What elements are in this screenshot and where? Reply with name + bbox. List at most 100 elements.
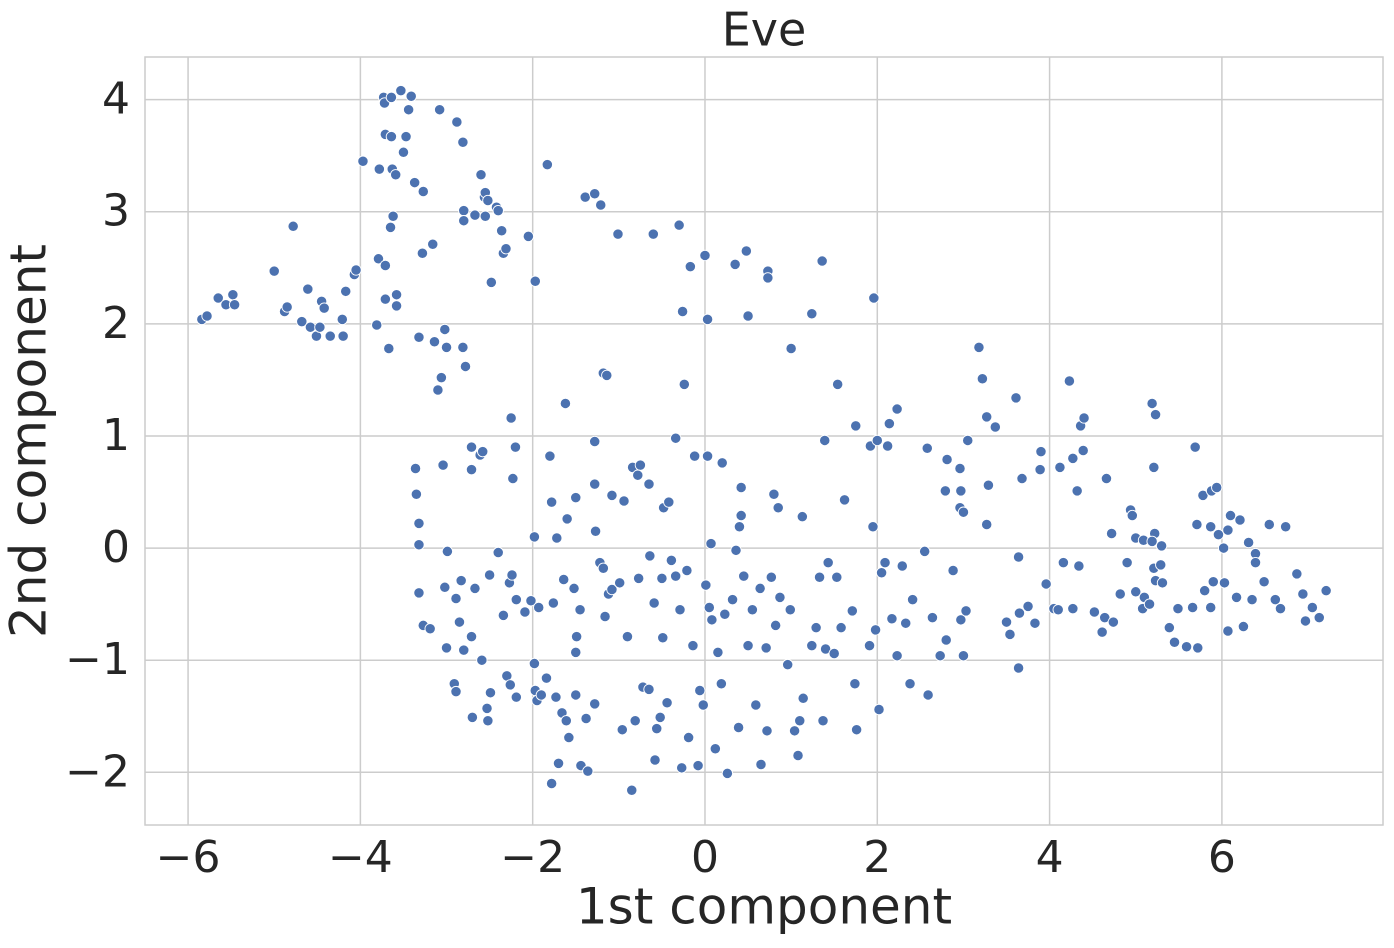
point [1107, 616, 1119, 628]
point [891, 650, 903, 662]
point [1146, 397, 1158, 410]
point [579, 191, 591, 203]
point [371, 319, 383, 331]
point [769, 619, 782, 632]
point [754, 582, 766, 595]
point [621, 630, 634, 643]
point [500, 243, 512, 255]
point [302, 283, 314, 295]
point [570, 491, 582, 504]
point [1297, 588, 1309, 600]
point [1269, 593, 1281, 606]
point [960, 605, 972, 617]
point [1067, 452, 1079, 465]
point [541, 158, 553, 171]
point [410, 488, 423, 500]
point [385, 91, 398, 104]
point [522, 230, 535, 243]
point [458, 644, 470, 656]
point [595, 199, 607, 211]
point [1004, 628, 1016, 641]
point [547, 597, 560, 609]
point [458, 204, 470, 217]
point [435, 372, 448, 384]
point [457, 136, 469, 148]
point [413, 539, 425, 551]
point [314, 321, 326, 333]
point [440, 642, 453, 654]
point [385, 130, 398, 143]
point [919, 545, 931, 558]
point [670, 570, 682, 582]
point [390, 169, 402, 181]
point [1180, 641, 1193, 653]
point [336, 313, 348, 326]
point [701, 313, 714, 326]
point [921, 442, 933, 454]
point [439, 323, 451, 336]
point [492, 204, 504, 217]
point [875, 567, 888, 579]
point [606, 583, 618, 596]
point [886, 613, 898, 625]
point [947, 564, 959, 577]
point [1130, 586, 1142, 598]
point [868, 292, 880, 304]
point [850, 724, 863, 736]
point [1126, 509, 1138, 522]
point [1057, 556, 1070, 569]
point [762, 272, 774, 284]
point [871, 434, 883, 447]
point [350, 264, 362, 276]
point [688, 450, 701, 462]
point [726, 593, 739, 606]
point [719, 608, 731, 620]
point [570, 646, 582, 658]
point [268, 265, 280, 277]
point [535, 689, 547, 701]
point [1077, 444, 1089, 457]
point [863, 639, 876, 652]
point [670, 432, 682, 444]
point [1012, 551, 1025, 563]
point [387, 210, 399, 222]
point [941, 453, 953, 466]
point [832, 378, 844, 391]
point [785, 342, 797, 355]
point [413, 587, 425, 599]
point [597, 562, 609, 574]
point [1237, 620, 1250, 633]
point [694, 684, 706, 697]
point [601, 369, 613, 382]
point [528, 657, 541, 670]
point [437, 459, 449, 471]
point [1067, 602, 1079, 615]
point [649, 754, 661, 766]
point [643, 683, 655, 695]
point [954, 462, 966, 475]
point [1143, 598, 1156, 610]
point [1013, 607, 1026, 619]
point [465, 463, 478, 476]
point [340, 285, 352, 297]
point [1035, 446, 1047, 458]
point [1205, 521, 1217, 533]
point [505, 412, 517, 424]
point [746, 604, 759, 616]
point [687, 639, 699, 652]
point [1299, 615, 1312, 627]
point [665, 554, 678, 567]
point [1192, 642, 1204, 654]
x-tick-label: −6 [156, 832, 221, 883]
point [589, 698, 601, 710]
point [926, 611, 939, 624]
point [922, 689, 934, 701]
point [934, 650, 946, 662]
point [1212, 528, 1225, 541]
point [904, 678, 916, 690]
point [614, 577, 626, 589]
point [1224, 509, 1237, 522]
point [712, 646, 724, 658]
point [1320, 585, 1332, 597]
